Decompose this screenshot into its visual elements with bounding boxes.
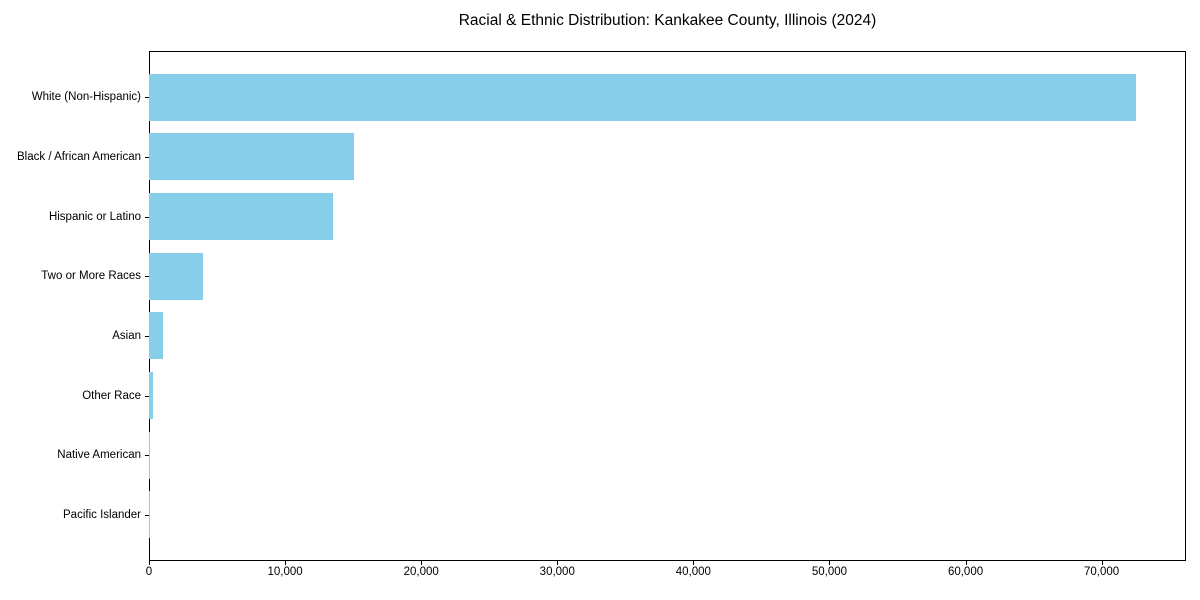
x-tick-label-10-000: 10,000	[267, 566, 303, 578]
chart-title: Racial & Ethnic Distribution: Kankakee C…	[458, 12, 877, 29]
x-tick-mark	[421, 561, 423, 565]
y-tick-label-two-or-more-races: Two or More Races	[41, 270, 141, 283]
bar-native-american	[149, 431, 150, 479]
x-tick-label-0: 0	[145, 566, 153, 578]
y-tick-mark	[145, 455, 149, 457]
x-tick-label-70-000: 70,000	[1084, 566, 1120, 578]
y-tick-mark	[145, 335, 149, 337]
y-tick-mark	[145, 97, 149, 99]
bar-two-or-more-races	[149, 252, 203, 300]
bar-black-african-american	[149, 133, 355, 181]
y-tick-label-other-race: Other Race	[82, 389, 141, 402]
y-tick-mark	[145, 156, 149, 158]
y-tick-label-white-non-hispanic: White (Non-Hispanic)	[31, 91, 141, 104]
x-tick-mark	[557, 561, 559, 565]
x-tick-label-30-000: 30,000	[539, 566, 575, 578]
x-tick-mark	[1101, 561, 1103, 565]
x-tick-mark	[149, 561, 150, 565]
y-tick-mark	[145, 395, 149, 397]
y-tick-label-hispanic-or-latino: Hispanic or Latino	[48, 210, 141, 223]
x-tick-label-60-000: 60,000	[947, 566, 984, 578]
x-tick-mark	[285, 561, 287, 565]
y-tick-mark	[145, 514, 149, 516]
y-tick-label-black-african-american: Black / African American	[17, 150, 141, 163]
y-tick-label-asian: Asian	[112, 329, 141, 342]
x-tick-label-20-000: 20,000	[403, 566, 439, 578]
x-tick-label-50-000: 50,000	[811, 566, 848, 578]
bar-white-non-hispanic	[149, 73, 1136, 121]
bar-other-race	[149, 372, 153, 420]
x-tick-mark	[965, 561, 967, 565]
plot-area	[149, 51, 1186, 561]
x-tick-label-40-000: 40,000	[675, 566, 711, 578]
bar-hispanic-or-latino	[149, 193, 333, 241]
x-tick-mark	[693, 561, 695, 565]
y-tick-label-pacific-islander: Pacific Islander	[63, 508, 141, 521]
y-tick-mark	[145, 216, 149, 218]
y-tick-label-native-american: Native American	[57, 449, 141, 462]
y-tick-mark	[145, 276, 149, 278]
x-tick-mark	[829, 561, 831, 565]
bar-asian	[149, 312, 163, 360]
